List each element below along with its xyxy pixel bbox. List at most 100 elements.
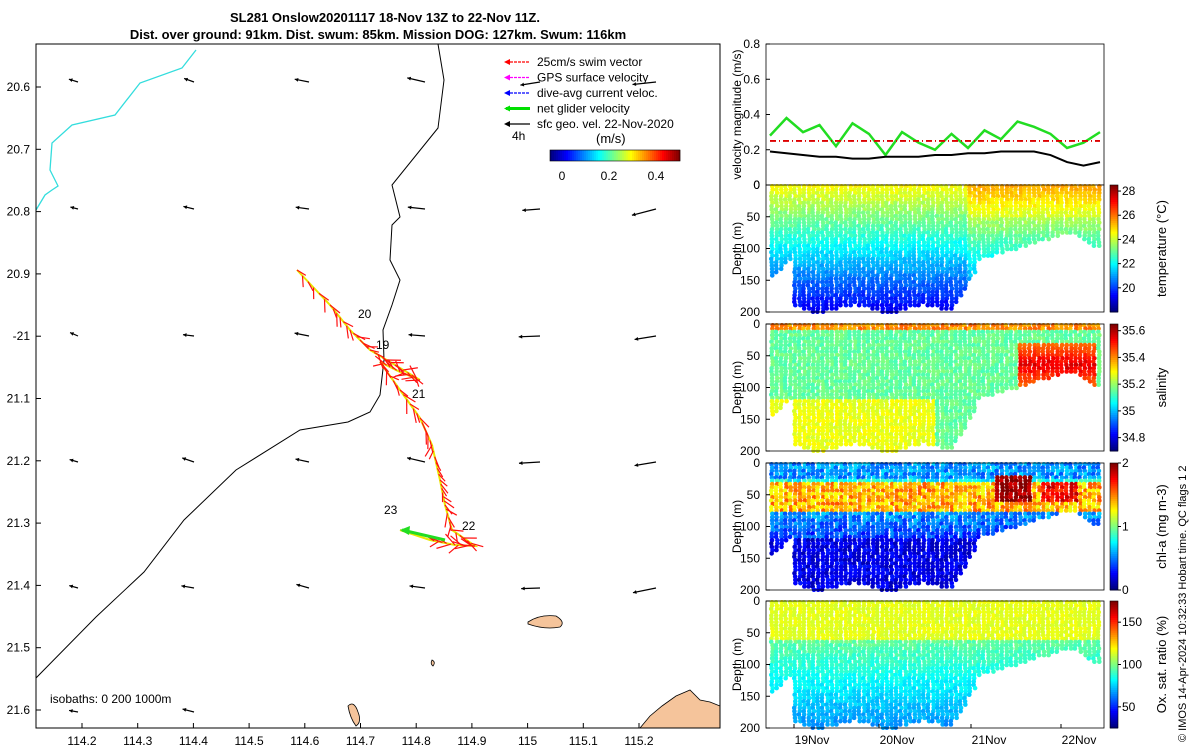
sec1-datapoint [796, 226, 802, 232]
swim-vector [460, 538, 473, 547]
sec2-datapoint [981, 392, 987, 397]
lat-tick-label: 21.6 [7, 703, 31, 717]
sec2-ytick-label: 0 [753, 317, 760, 331]
sec1-datapoint [875, 306, 880, 311]
sec1-datapoint [907, 289, 912, 295]
sec1-datapoint [843, 187, 848, 192]
swim-vector [377, 354, 384, 369]
sec1-datapoint [806, 216, 811, 222]
sec1-datapoint [893, 203, 898, 209]
legend-cbar-cell [600, 150, 603, 161]
sec1-datapoint [770, 220, 775, 225]
sec1-datapoint [907, 220, 913, 225]
sec2-datapoint [1096, 382, 1102, 388]
sec1-datapoint [833, 306, 839, 311]
sfc-velocity-arrowhead [181, 584, 186, 589]
sec1-datapoint [820, 286, 825, 291]
sec1-datapoint [773, 259, 779, 265]
swim-vector [455, 532, 458, 542]
island-1 [527, 615, 563, 629]
sec2-datapoint [838, 441, 844, 447]
sec1-datapoint [806, 269, 811, 275]
lon-tick-label: 114.7 [346, 734, 375, 748]
velocity-ytick-label: 0.4 [743, 108, 760, 122]
sfc-velocity-arrow [631, 208, 657, 216]
sec1-datapoint [833, 220, 839, 225]
legend-cbar-cell [654, 150, 657, 161]
swim-vector [369, 349, 380, 353]
sec1-datapoint [866, 283, 871, 288]
sec1-datapoint [848, 263, 853, 268]
legend-cbar-title: (m/s) [596, 131, 626, 146]
sec1-datapoint [810, 213, 816, 219]
sec1-datapoint [839, 236, 844, 242]
sec1-datapoint [769, 233, 775, 239]
sec1-datapoint [972, 269, 978, 275]
sec2-datapoint [1078, 372, 1083, 378]
sec1-datapoint [929, 302, 935, 308]
sec1-datapoint [888, 203, 894, 209]
net-glider-velocity-head [400, 526, 410, 535]
sec1-datapoint [875, 240, 880, 245]
sec1-datapoint [875, 213, 880, 219]
lat-tick-label: 21.3 [7, 516, 31, 530]
sec1-datapoint [834, 302, 839, 308]
swim-vector [329, 304, 341, 314]
isobath-1000m [35, 43, 445, 679]
sec1-datapoint [902, 203, 908, 209]
sec1-datapoint [838, 259, 843, 265]
sec1-datapoint [833, 236, 839, 242]
legend-arrowhead-1 [504, 74, 510, 81]
sec3-datapoint [779, 544, 784, 550]
sec1-datapoint [802, 256, 807, 262]
sec1-datapoint [876, 250, 881, 255]
velocity-bg [766, 44, 1104, 185]
sec1-datapoint [925, 302, 930, 308]
sec1-datapoint [907, 216, 913, 222]
swim-vector [403, 394, 416, 403]
sec1-datapoint [815, 250, 820, 255]
sec1-datapoint [880, 306, 886, 311]
legend-cbar-cell [644, 150, 647, 161]
velocity-ylabel: velocity magnitude (m/s) [730, 49, 744, 179]
sfc-velocity-arrowhead [295, 457, 300, 462]
sec1-datapoint [897, 250, 903, 255]
sec1-datapoint [774, 210, 780, 215]
sec1-datapoint [769, 203, 774, 209]
sec1-datapoint [1013, 246, 1019, 252]
sec1-datapoint [911, 289, 917, 295]
sec1-datapoint [884, 276, 890, 282]
sec1-datapoint [820, 243, 826, 249]
swim-vector [332, 308, 338, 318]
swim-vector [448, 544, 459, 554]
legend-cbar-cell [638, 150, 641, 161]
sec1-datapoint [884, 256, 890, 262]
sec2-datapoint [870, 445, 875, 450]
sec2-datapoint [1014, 385, 1019, 391]
swim-vector [373, 351, 384, 358]
sec1-datapoint [856, 210, 862, 215]
legend-item-3: net glider velocity [537, 102, 630, 116]
sec1-datapoint [824, 246, 830, 252]
sec1-datapoint [874, 276, 880, 282]
sec1-datapoint [899, 236, 904, 242]
sec2-datapoint [784, 398, 789, 404]
sec1-datapoint [848, 200, 854, 206]
sec1-datapoint [1067, 230, 1073, 235]
sec1-datapoint [811, 273, 816, 278]
sec3-datapoint [802, 584, 807, 589]
sec1-datapoint [903, 216, 908, 222]
sec1-datapoint [911, 243, 917, 249]
sec1-datapoint [889, 223, 895, 229]
sec1-datapoint [856, 207, 862, 212]
sec1-datapoint [815, 197, 821, 202]
sec1-datapoint [788, 207, 794, 212]
swim-vector [436, 543, 452, 549]
sec1-datapoint [852, 226, 857, 232]
legend-cbar-cell [620, 150, 623, 161]
sec1-datapoint [898, 187, 903, 192]
sec1-datapoint [875, 266, 881, 272]
sec1-datapoint [911, 253, 917, 258]
sec1-datapoint [810, 220, 816, 225]
sec2-datapoint [1000, 389, 1005, 394]
